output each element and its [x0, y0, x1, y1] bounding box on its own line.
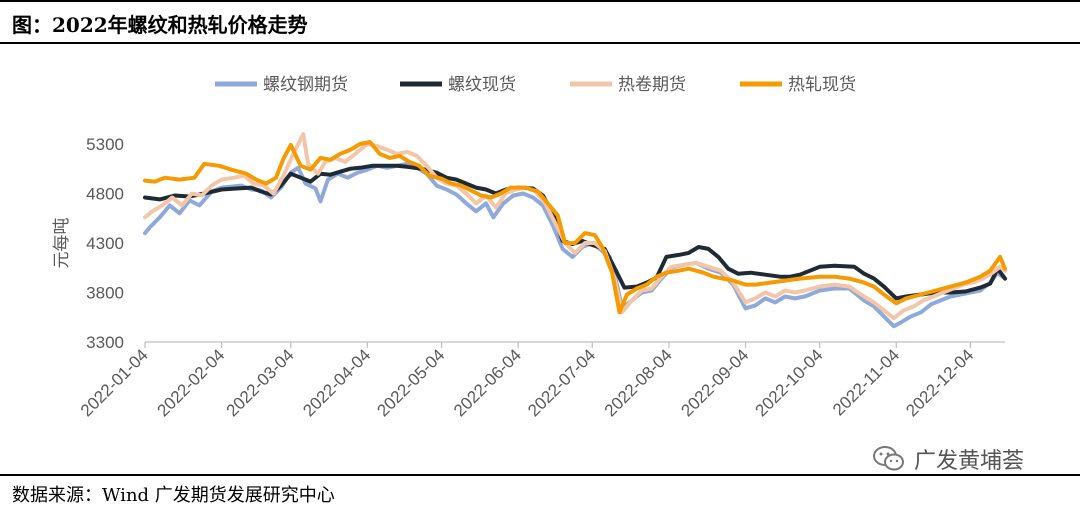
figure-title: 图：2022年螺纹和热轧价格走势 — [12, 13, 308, 37]
x-tick-label: 2022-10-04 — [752, 345, 827, 420]
x-tick-label: 2022-01-04 — [77, 345, 152, 420]
x-tick-label: 2022-11-04 — [829, 345, 903, 419]
y-axis: 3300 3800 4300 4800 5300 — [86, 135, 124, 352]
y-tick-label: 3800 — [86, 284, 124, 303]
x-tick-label: 2022-03-04 — [223, 345, 298, 420]
legend-label: 螺纹钢期货 — [263, 75, 348, 95]
y-tick-label: 3300 — [86, 333, 124, 352]
y-tick-label: 4800 — [86, 185, 124, 204]
x-tick-label: 2022-12-04 — [902, 345, 977, 420]
watermark-text: 广发黄埔荟 — [914, 449, 1025, 474]
source-note: 数据来源：Wind 广发期货发展研究中心 — [12, 485, 335, 506]
x-tick-label: 2022-09-04 — [677, 345, 752, 420]
legend-label: 螺纹现货 — [448, 75, 516, 95]
series-lines — [143, 132, 1007, 329]
header-top-rule — [0, 0, 1080, 2]
price-line-chart: 螺纹钢期货 螺纹现货 热卷期货 热轧现货 3300 3800 4300 4800 5300 2… — [52, 75, 1007, 420]
x-tick-label: 2022-05-04 — [373, 345, 448, 420]
legend-label: 热轧现货 — [788, 75, 856, 95]
chart-legend: 螺纹钢期货 螺纹现货 热卷期货 热轧现货 — [215, 75, 856, 95]
legend-label: 热卷期货 — [618, 75, 686, 95]
wechat-icon — [873, 446, 904, 471]
x-tick-label: 2022-04-04 — [299, 345, 374, 420]
series-line — [143, 132, 1007, 321]
header-bottom-rule — [0, 42, 1080, 44]
series-line — [143, 140, 1007, 315]
y-tick-label: 5300 — [86, 135, 124, 154]
y-tick-label: 4300 — [86, 234, 124, 253]
x-tick-label: 2022-08-04 — [601, 345, 676, 420]
x-tick-label: 2022-06-04 — [450, 345, 525, 420]
footer-rule — [0, 474, 1080, 476]
series-line — [143, 163, 1007, 301]
figure-header: 图：2022年螺纹和热轧价格走势 — [0, 0, 1080, 44]
x-tick-label: 2022-02-04 — [154, 345, 229, 420]
x-tick-label: 2022-07-04 — [524, 345, 599, 420]
y-axis-label: 元每吨 — [52, 218, 72, 269]
watermark: 广发黄埔荟 — [872, 442, 1024, 476]
